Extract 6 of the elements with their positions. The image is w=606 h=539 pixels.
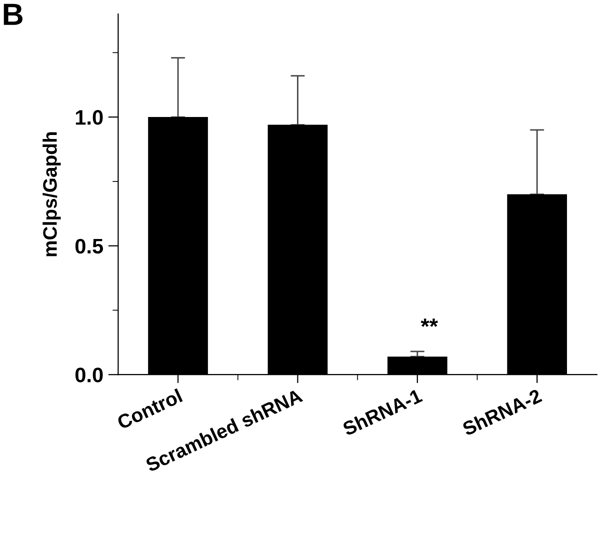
annotation: ** [420, 318, 438, 327]
text: B [4, 4, 22, 25]
y-tick-label: 0.0 [75, 368, 103, 382]
y-tick-label: 1.0 [76, 110, 103, 125]
y-tick-label: 0.5 [75, 238, 104, 254]
y-axis-title: mClps/Gapdh [42, 132, 61, 256]
